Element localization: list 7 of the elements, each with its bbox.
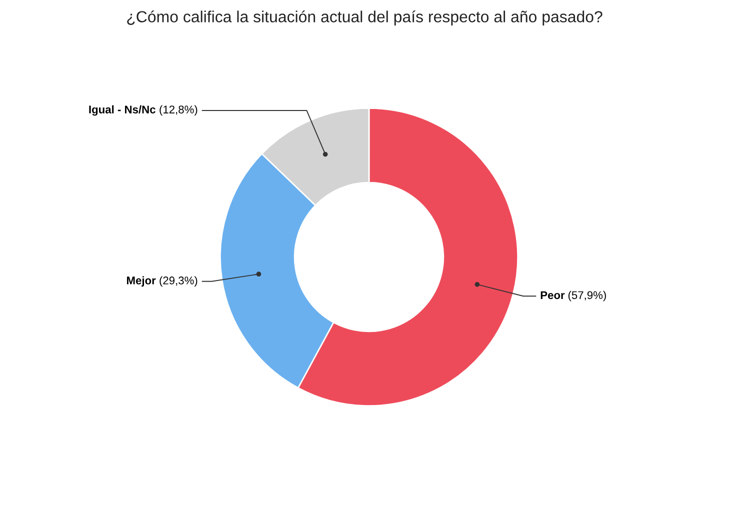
- data-label: (12,8%): [160, 105, 198, 116]
- slice-label: Peor: [540, 291, 565, 300]
- data-label: (29,3%): [160, 276, 198, 287]
- slice-label: Igual - Ns/Nc: [89, 105, 156, 116]
- data-label: (57,9%): [568, 290, 606, 302]
- chart-title: ¿Cómo califica la situación actual del país respecto al año pasado?: [127, 10, 602, 26]
- slice-label: Mejor: [126, 276, 156, 287]
